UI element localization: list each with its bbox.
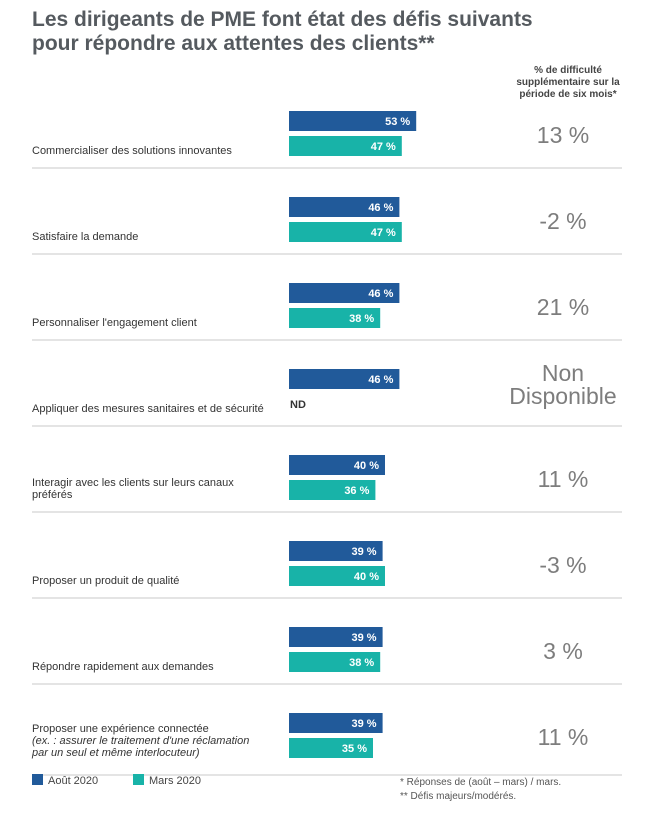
bar-mars bbox=[289, 222, 402, 242]
data-label: 39 % bbox=[352, 632, 377, 644]
data-label: 39 % bbox=[352, 546, 377, 558]
bar-mars bbox=[289, 652, 381, 672]
bar-aout bbox=[289, 111, 417, 131]
category-label: Personnaliser l'engagement client bbox=[32, 317, 197, 329]
change-value: 3 % bbox=[543, 638, 583, 664]
chart-title: Les dirigeants de PME font état des défi… bbox=[32, 8, 592, 56]
legend-swatch-aout-2020 bbox=[32, 774, 43, 785]
change-value: 11 % bbox=[538, 724, 589, 750]
change-value: Disponible bbox=[509, 383, 616, 409]
category-label: Proposer une expérience connectée bbox=[32, 723, 209, 735]
change-value: 21 % bbox=[537, 294, 589, 320]
change-header-line-3: période de six mois* bbox=[519, 89, 617, 100]
bar-aout bbox=[289, 713, 383, 733]
change-column-header: % de difficulté supplémentaire sur la pé… bbox=[488, 65, 648, 101]
bar-mars bbox=[289, 738, 373, 758]
data-label: 53 % bbox=[385, 116, 410, 128]
category-label: Commercialiser des solutions innovantes bbox=[32, 145, 232, 157]
data-label: 47 % bbox=[371, 141, 396, 153]
category-label: Répondre rapidement aux demandes bbox=[32, 661, 214, 673]
data-label: 36 % bbox=[344, 485, 369, 497]
bar-aout bbox=[289, 197, 400, 217]
legend-swatch-mars-2020 bbox=[133, 774, 144, 785]
change-value: Non bbox=[542, 360, 584, 386]
category-label: par un seul et même interlocuteur) bbox=[31, 747, 200, 759]
footnote-2: ** Défis majeurs/modérés. bbox=[400, 791, 517, 802]
legend-label-aout-2020: Août 2020 bbox=[48, 775, 99, 787]
data-label: 47 % bbox=[371, 227, 396, 239]
category-label: Proposer un produit de qualité bbox=[32, 575, 179, 587]
legend-item-aout-2020: Août 2020 bbox=[32, 774, 98, 787]
title-line-1: Les dirigeants de PME font état des défi… bbox=[32, 8, 533, 31]
data-label: 40 % bbox=[354, 460, 379, 472]
change-value: -2 % bbox=[539, 208, 586, 234]
bar-mars bbox=[289, 480, 376, 500]
category-label: Appliquer des mesures sanitaires et de s… bbox=[32, 403, 264, 415]
bar-aout bbox=[289, 541, 383, 561]
data-label: 39 % bbox=[352, 718, 377, 730]
change-header-line-2: supplémentaire sur la bbox=[516, 77, 620, 88]
data-label: 46 % bbox=[368, 374, 393, 386]
bar-aout bbox=[289, 627, 383, 647]
legend-label-mars-2020: Mars 2020 bbox=[149, 775, 201, 787]
bar-mars bbox=[289, 136, 402, 156]
bar-aout bbox=[289, 369, 400, 389]
bar-mars bbox=[289, 566, 385, 586]
data-label: 46 % bbox=[368, 288, 393, 300]
footnotes: * Réponses de (août – mars) / mars. ** D… bbox=[400, 776, 561, 804]
bar-aout bbox=[289, 455, 385, 475]
category-label: Interagir avec les clients sur leurs can… bbox=[32, 477, 234, 489]
data-label: 35 % bbox=[342, 743, 367, 755]
category-label: (ex. : assurer le traitement d'une récla… bbox=[32, 735, 249, 747]
bar-aout bbox=[289, 283, 400, 303]
category-label: Satisfaire la demande bbox=[32, 231, 138, 243]
title-line-2: pour répondre aux attentes des clients** bbox=[32, 32, 435, 55]
data-label: 38 % bbox=[349, 313, 374, 325]
change-value: 13 % bbox=[537, 122, 589, 148]
data-label: 40 % bbox=[354, 571, 379, 583]
legend-item-mars-2020: Mars 2020 bbox=[133, 774, 201, 787]
category-label: préférés bbox=[32, 489, 73, 501]
data-label-na: ND bbox=[290, 399, 306, 411]
bar-mars bbox=[289, 308, 381, 328]
footnote-1: * Réponses de (août – mars) / mars. bbox=[400, 777, 562, 788]
data-label: 38 % bbox=[349, 657, 374, 669]
change-header-line-1: % de difficulté bbox=[534, 65, 602, 76]
change-value: -3 % bbox=[539, 552, 586, 578]
change-value: 11 % bbox=[538, 466, 589, 492]
data-label: 46 % bbox=[368, 202, 393, 214]
